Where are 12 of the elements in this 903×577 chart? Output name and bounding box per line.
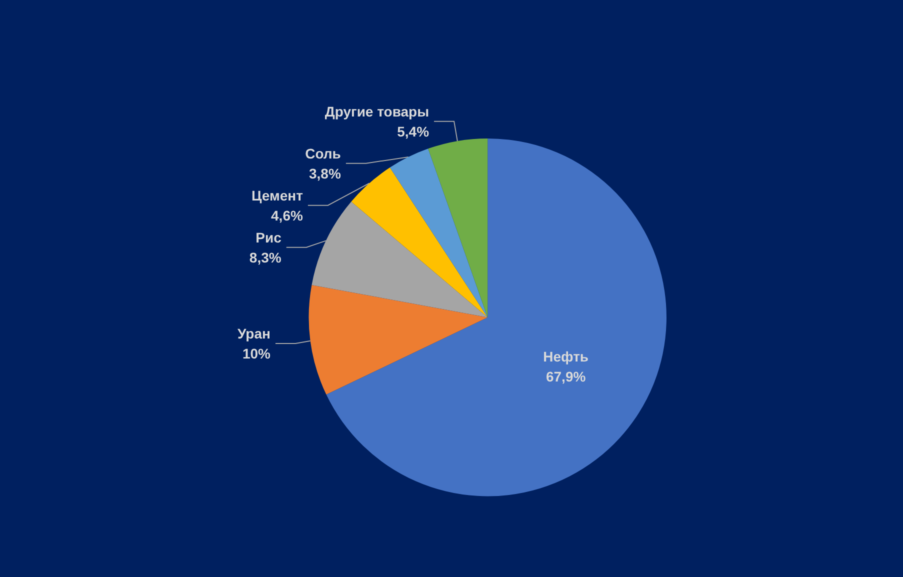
data-label: 5,4% bbox=[397, 123, 430, 140]
slice-label: Рис bbox=[256, 229, 282, 246]
data-label: 3,8% bbox=[309, 165, 342, 182]
slice-label: Цемент bbox=[251, 187, 304, 204]
slice-label: Уран bbox=[237, 326, 270, 342]
slice-label: Нефть bbox=[543, 348, 589, 365]
slice-label: Другие товары bbox=[324, 103, 430, 120]
data-label: 67,9% bbox=[546, 368, 586, 385]
data-label: 4,6% bbox=[271, 207, 304, 224]
data-label: 8,3% bbox=[249, 249, 282, 266]
data-label: 10% bbox=[242, 346, 272, 362]
slice-label: Соль bbox=[305, 145, 342, 162]
